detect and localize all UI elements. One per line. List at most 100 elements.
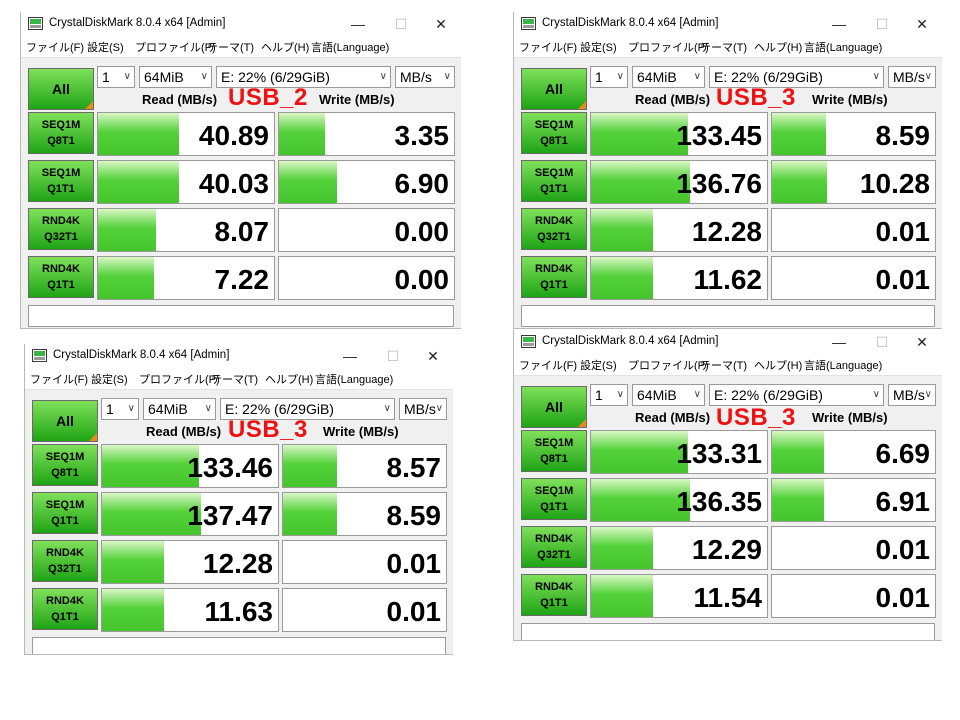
read-bar	[591, 161, 690, 203]
menu-item[interactable]: テーマ(T)	[700, 42, 748, 54]
minimize-button[interactable]: —	[343, 348, 357, 364]
count-select[interactable]: 1 ∨	[101, 398, 139, 420]
menu-item[interactable]: 言語(Language)	[311, 42, 390, 54]
maximize-button[interactable]: ☐	[875, 16, 889, 32]
read-value: 40.03	[198, 168, 269, 199]
menu-item[interactable]: プロファイル(P)	[139, 374, 220, 386]
app-disk-icon	[32, 349, 47, 362]
maximize-button[interactable]: ☐	[875, 334, 889, 350]
close-button[interactable]: ✕	[916, 16, 928, 32]
title-bar: CrystalDiskMark 8.0.4 x64 [Admin] — ☐ ✕	[25, 344, 453, 368]
menu-item[interactable]: テーマ(T)	[211, 374, 259, 386]
menu-item[interactable]: 設定(S)	[580, 42, 617, 54]
write-value: 0.01	[386, 596, 442, 627]
comment-field[interactable]	[521, 305, 935, 327]
menu-item[interactable]: 設定(S)	[580, 360, 617, 372]
drive-select[interactable]: E: 22% (6/29GiB) ∨	[220, 398, 395, 420]
test-button[interactable]: SEQ1M Q8T1	[521, 112, 587, 154]
close-button[interactable]: ✕	[427, 348, 439, 364]
menu-item[interactable]: ヘルプ(H)	[261, 42, 310, 54]
menu-item[interactable]: テーマ(T)	[700, 360, 748, 372]
test-button[interactable]: RND4K Q1T1	[28, 256, 94, 298]
size-select[interactable]: 64MiB ∨	[632, 384, 705, 406]
size-select[interactable]: 64MiB ∨	[143, 398, 216, 420]
menu-item[interactable]: テーマ(T)	[207, 42, 255, 54]
menu-item[interactable]: 言語(Language)	[804, 360, 883, 372]
test-button[interactable]: RND4K Q32T1	[521, 208, 587, 250]
unit-select[interactable]: MB/s ∨	[888, 66, 936, 88]
menu-item[interactable]: プロファイル(P)	[628, 360, 709, 372]
comment-field[interactable]	[28, 305, 454, 327]
menu-item[interactable]: ヘルプ(H)	[265, 374, 314, 386]
write-result: 0.00	[278, 208, 455, 252]
count-select[interactable]: 1 ∨	[590, 384, 628, 406]
test-button[interactable]: RND4K Q1T1	[521, 256, 587, 298]
test-name: RND4K	[46, 595, 84, 607]
minimize-button[interactable]: —	[832, 16, 846, 32]
comment-field[interactable]	[32, 637, 446, 654]
drive-select[interactable]: E: 22% (6/29GiB) ∨	[216, 66, 391, 88]
unit-select[interactable]: MB/s ∨	[399, 398, 447, 420]
test-params: Q32T1	[537, 231, 571, 243]
test-button[interactable]: SEQ1M Q8T1	[28, 112, 94, 154]
read-value: 133.45	[676, 120, 762, 151]
read-result: 11.63	[101, 588, 279, 632]
test-button[interactable]: SEQ1M Q8T1	[32, 444, 98, 486]
menu-item[interactable]: ファイル(F)	[519, 42, 578, 54]
maximize-button[interactable]: ☐	[386, 348, 400, 364]
menu-item[interactable]: ファイル(F)	[26, 42, 85, 54]
menu-item[interactable]: ヘルプ(H)	[754, 42, 803, 54]
test-button[interactable]: RND4K Q32T1	[32, 540, 98, 582]
test-button[interactable]: RND4K Q32T1	[28, 208, 94, 250]
unit-select[interactable]: MB/s ∨	[395, 66, 455, 88]
test-button[interactable]: SEQ1M Q1T1	[521, 160, 587, 202]
window-title: CrystalDiskMark 8.0.4 x64 [Admin]	[49, 17, 226, 29]
maximize-button[interactable]: ☐	[394, 16, 408, 32]
unit-select[interactable]: MB/s ∨	[888, 384, 936, 406]
read-bar	[591, 113, 688, 155]
read-value: 12.28	[691, 216, 762, 247]
close-button[interactable]: ✕	[435, 16, 447, 32]
test-button[interactable]: SEQ1M Q1T1	[521, 478, 587, 520]
write-value: 0.00	[394, 264, 450, 295]
read-bar	[102, 493, 201, 535]
all-run-button[interactable]: All	[521, 68, 587, 110]
menu-item[interactable]: ファイル(F)	[30, 374, 89, 386]
chevron-down-icon: ∨	[200, 71, 208, 82]
menu-item[interactable]: 言語(Language)	[804, 42, 883, 54]
menu-item[interactable]: プロファイル(P)	[135, 42, 216, 54]
drive-select[interactable]: E: 22% (6/29GiB) ∨	[709, 384, 884, 406]
test-button[interactable]: RND4K Q1T1	[32, 588, 98, 630]
all-run-button[interactable]: All	[28, 68, 94, 110]
test-button[interactable]: SEQ1M Q8T1	[521, 430, 587, 472]
menu-item[interactable]: ファイル(F)	[519, 360, 578, 372]
minimize-button[interactable]: —	[832, 334, 846, 350]
count-select-value: 1	[595, 69, 603, 85]
close-button[interactable]: ✕	[916, 334, 928, 350]
drive-select[interactable]: E: 22% (6/29GiB) ∨	[709, 66, 884, 88]
write-result: 8.59	[282, 492, 447, 536]
minimize-button[interactable]: —	[351, 16, 365, 32]
chevron-down-icon: ∨	[924, 389, 932, 400]
menu-item[interactable]: 言語(Language)	[315, 374, 394, 386]
all-run-button[interactable]: All	[521, 386, 587, 428]
usb-label: USB_3	[716, 84, 796, 111]
menu-item[interactable]: 設定(S)	[91, 374, 128, 386]
all-run-button[interactable]: All	[32, 400, 98, 442]
count-select[interactable]: 1 ∨	[97, 66, 135, 88]
menu-item[interactable]: プロファイル(P)	[628, 42, 709, 54]
test-button[interactable]: RND4K Q1T1	[521, 574, 587, 616]
count-select[interactable]: 1 ∨	[590, 66, 628, 88]
read-bar	[102, 589, 164, 631]
size-select[interactable]: 64MiB ∨	[632, 66, 705, 88]
size-select[interactable]: 64MiB ∨	[139, 66, 212, 88]
read-value: 40.89	[198, 120, 269, 151]
test-button[interactable]: RND4K Q32T1	[521, 526, 587, 568]
menu-item[interactable]: 設定(S)	[87, 42, 124, 54]
size-select-value: 64MiB	[144, 69, 184, 85]
menu-item[interactable]: ヘルプ(H)	[754, 360, 803, 372]
write-result: 0.01	[771, 256, 936, 300]
comment-field[interactable]	[521, 623, 935, 640]
test-button[interactable]: SEQ1M Q1T1	[32, 492, 98, 534]
test-button[interactable]: SEQ1M Q1T1	[28, 160, 94, 202]
